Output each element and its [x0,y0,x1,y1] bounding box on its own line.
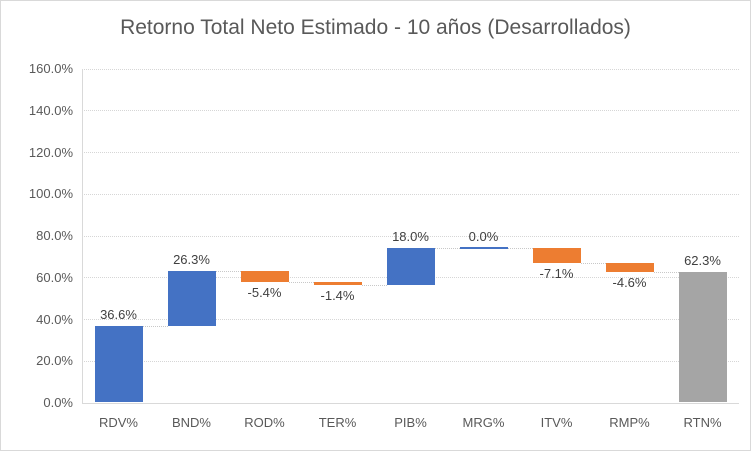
data-label-RTN%: 62.3% [684,253,721,269]
gridline [82,68,739,70]
bar-RTN%[interactable] [678,272,727,403]
data-label-MRG%: 0.0% [468,228,499,244]
y-axis-tick-label: 100.0% [28,186,73,202]
x-axis-category-label: MRG% [462,414,505,430]
bar-ITV%[interactable] [532,247,581,263]
data-label-ITV%: -7.1% [539,265,574,281]
y-axis-tick-label: 0.0% [43,395,73,410]
bar-TER%[interactable] [313,282,362,286]
x-axis-category-label: PIB% [394,414,427,430]
x-axis-line [82,402,739,404]
data-label-BND%: 26.3% [173,252,210,268]
bar-MRG%[interactable] [459,246,508,249]
x-axis-category-label: RDV% [98,414,138,430]
x-axis-category-label: BND% [171,414,211,430]
gridline [82,110,739,112]
connector-line [507,247,533,249]
y-axis-line [82,68,83,403]
connector-line [653,272,679,274]
gridline [82,319,739,320]
bar-PIB%[interactable] [386,247,435,286]
bar-RMP%[interactable] [605,262,654,273]
connector-line [361,285,387,287]
y-axis-tick-label: 140.0% [28,102,73,118]
y-axis-tick-label: 160.0% [28,61,73,76]
gridline [82,152,739,153]
connector-line [580,262,606,264]
gridline [82,360,739,362]
x-axis-category-label: RMP% [609,414,650,430]
bar-RDV%[interactable] [94,326,143,403]
y-axis-tick-label: 60.0% [36,269,73,285]
data-label-RMP%: -4.6% [612,275,647,291]
connector-line [215,271,241,273]
data-label-ROD%: -5.4% [247,285,282,301]
bar-ROD%[interactable] [240,271,289,283]
x-axis-category-label: ITV% [540,414,573,430]
x-axis-category-label: ROD% [244,414,285,430]
y-axis-tick-label: 40.0% [36,311,73,327]
gridline [82,193,739,195]
y-axis-tick-label: 80.0% [36,228,73,243]
gridline [82,235,739,237]
data-label-RDV%: 36.6% [100,307,137,323]
data-label-PIB%: 18.0% [392,228,429,244]
chart-title: Retorno Total Neto Estimado - 10 años (D… [120,16,631,39]
connector-line [288,282,314,284]
connector-line [434,247,460,249]
y-axis-tick-label: 120.0% [28,144,73,160]
x-axis-category-label: RTN% [683,414,722,430]
x-axis-category-label: TER% [318,414,357,430]
bar-BND%[interactable] [167,271,216,327]
y-axis-tick-label: 20.0% [36,353,73,369]
connector-line [142,326,168,328]
data-label-TER%: -1.4% [320,288,355,304]
